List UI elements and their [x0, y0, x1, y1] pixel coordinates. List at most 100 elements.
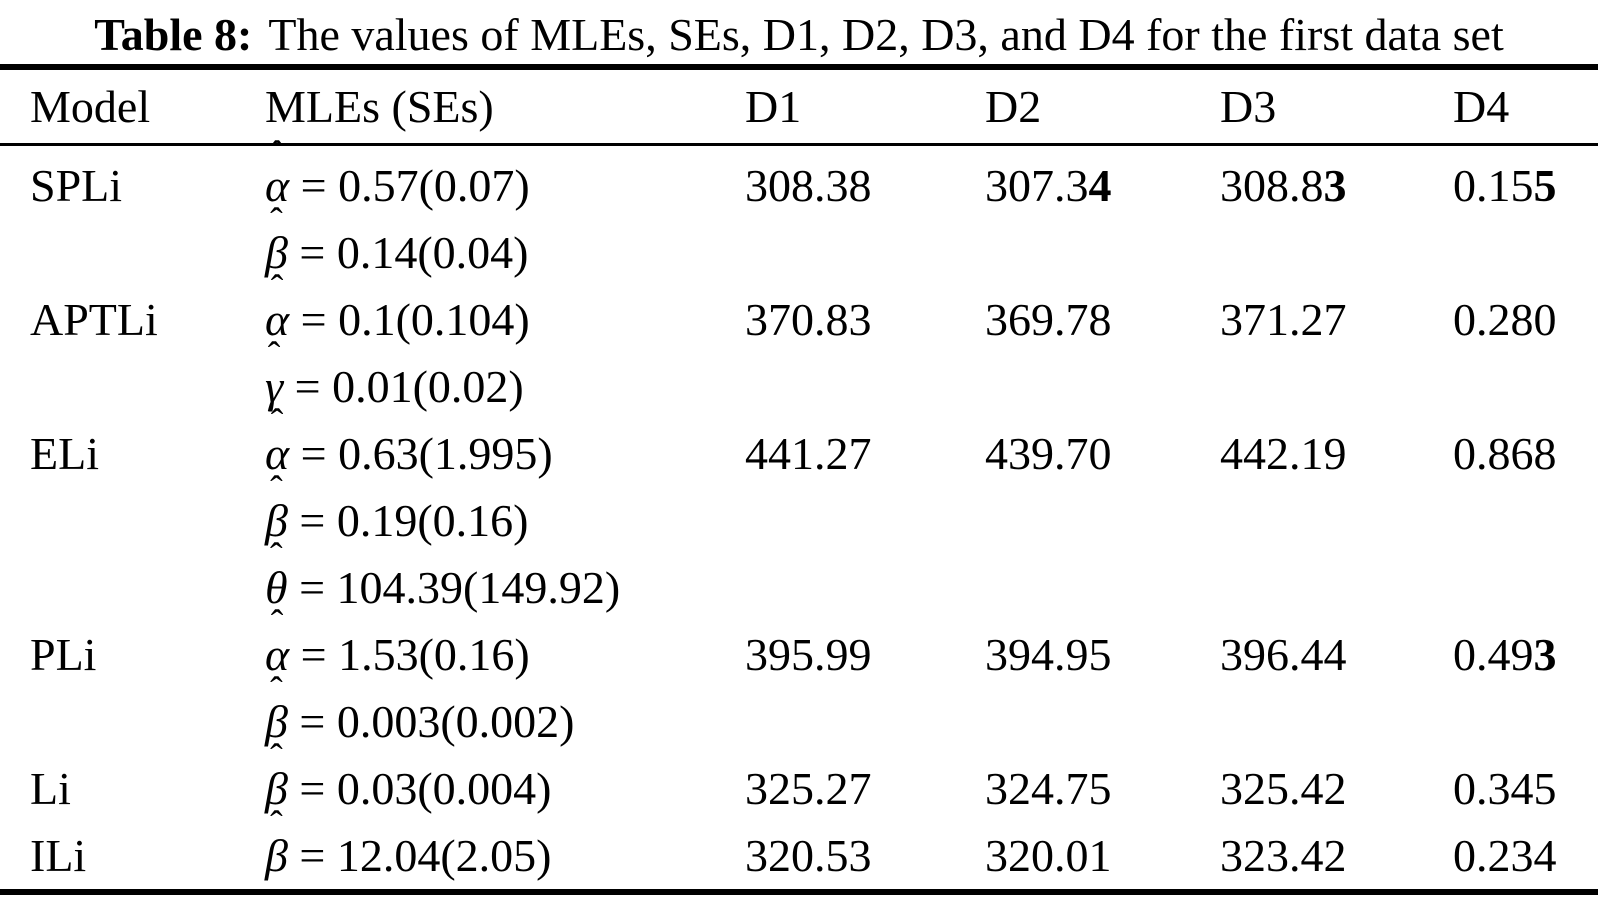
greek-letter: β: [265, 495, 288, 546]
greek-letter: γ: [265, 361, 284, 412]
d3-value: 323.42: [1220, 830, 1347, 881]
header-rule: [0, 143, 1598, 146]
hat-accent: ˆ: [270, 401, 284, 444]
d3-value: 442.19: [1220, 428, 1347, 479]
d3-value: 308.8: [1220, 160, 1324, 211]
d3-value-bold-digit: 3: [1323, 160, 1347, 211]
estimate-value-text: = 1.53(0.16): [289, 629, 530, 680]
column-header-d1: D1: [745, 81, 802, 132]
estimate-value-text: = 0.63(1.995): [289, 428, 553, 479]
greek-letter: β: [265, 227, 288, 278]
d1-value-cell: 395.99: [745, 621, 985, 688]
d2-value: 439.70: [985, 428, 1112, 479]
d2-value-cell: 320.01: [985, 822, 1220, 889]
d1-value: 320.53: [745, 830, 872, 881]
d2-value: 369.78: [985, 294, 1112, 345]
table-caption-label: Table 8:: [94, 9, 253, 60]
top-rule: [0, 64, 1598, 70]
d4-value-cell: 0.868: [1453, 420, 1598, 487]
d4-value-bold-digit: 5: [1533, 160, 1557, 211]
model-cell: PLi: [30, 629, 97, 680]
hat-accent: ˆ: [270, 803, 283, 846]
d2-value-bold-digit: 4: [1088, 160, 1112, 211]
d3-value-cell: 396.44: [1220, 621, 1453, 688]
d1-value-cell: 441.27: [745, 420, 985, 487]
column-header-d3: D3: [1220, 81, 1277, 132]
table-caption-text: The values of MLEs, SEs, D1, D2, D3, and…: [268, 9, 1504, 60]
model-cell: APTLi: [30, 294, 158, 345]
hat-accent: ˆ: [270, 669, 283, 712]
d4-value: 0.345: [1453, 763, 1557, 814]
d1-value: 370.83: [745, 294, 872, 345]
hat-accent: ˆ: [267, 334, 281, 377]
table-row: PLi ˆ α = 1.53(0.16) ˆ β = 0.003(0.002) 395.9…: [0, 605, 1598, 755]
greek-letter: α: [265, 294, 290, 345]
greek-letter: θ: [265, 562, 288, 613]
d3-value-cell: 442.19: [1220, 420, 1453, 487]
d2-value-cell: 394.95: [985, 621, 1220, 688]
greek-letter: α: [265, 428, 290, 479]
table-body: SPLi ˆ α = 0.57(0.07) ˆ β = 0.14(0.04) 308.38…: [0, 136, 1598, 889]
d4-value: 0.49: [1453, 629, 1534, 680]
model-cell: SPLi: [30, 160, 123, 211]
model-cell: Li: [30, 763, 71, 814]
d4-value: 0.15: [1453, 160, 1534, 211]
d1-value-cell: 308.38: [745, 152, 985, 219]
table-row: Li ˆ β = 0.03(0.004) 325.27 324.75 325.42 0.34…: [0, 739, 1598, 822]
estimate-value-text: = 0.14(0.04): [287, 227, 529, 278]
hat-accent: ˆ: [270, 468, 283, 511]
model-cell: ELi: [30, 428, 99, 479]
d1-value-cell: 320.53: [745, 822, 985, 889]
d4-value: 0.280: [1453, 294, 1557, 345]
greek-letter: α: [265, 160, 290, 211]
d4-value-cell: 0.155: [1453, 152, 1598, 219]
d2-value: 394.95: [985, 629, 1112, 680]
table-row: APTLi ˆ α = 0.1(0.104) ˆ γ = 0.01(0.02) 370.8…: [0, 270, 1598, 420]
estimate-value-text: = 0.003(0.002): [287, 696, 575, 747]
estimate-value-text: = 0.01(0.02): [283, 361, 524, 412]
d4-value-cell: 0.234: [1453, 822, 1598, 889]
table-row: SPLi ˆ α = 0.57(0.07) ˆ β = 0.14(0.04) 308.38…: [0, 136, 1598, 286]
d1-value-cell: 325.27: [745, 755, 985, 822]
estimate-value-text: = 0.57(0.07): [289, 160, 530, 211]
model-cell: ILi: [30, 830, 87, 881]
d3-value: 371.27: [1220, 294, 1347, 345]
d2-value: 324.75: [985, 763, 1112, 814]
column-header-d4: D4: [1453, 81, 1510, 132]
d3-value: 396.44: [1220, 629, 1347, 680]
column-header-d2: D2: [985, 81, 1042, 132]
d2-value-cell: 369.78: [985, 286, 1220, 353]
d2-value-cell: 439.70: [985, 420, 1220, 487]
greek-letter: β: [265, 696, 288, 747]
hat-accent: ˆ: [270, 200, 283, 243]
d4-value-cell: 0.280: [1453, 286, 1598, 353]
hat-accent: ˆ: [270, 736, 283, 779]
greek-letter: α: [265, 629, 290, 680]
greek-letter: β: [265, 830, 288, 881]
d3-value-cell: 325.42: [1220, 755, 1453, 822]
estimate-value-text: = 0.19(0.16): [287, 495, 529, 546]
d3-value-cell: 308.83: [1220, 152, 1453, 219]
hat-accent: ˆ: [270, 267, 284, 310]
d1-value: 441.27: [745, 428, 872, 479]
d2-value: 307.3: [985, 160, 1089, 211]
